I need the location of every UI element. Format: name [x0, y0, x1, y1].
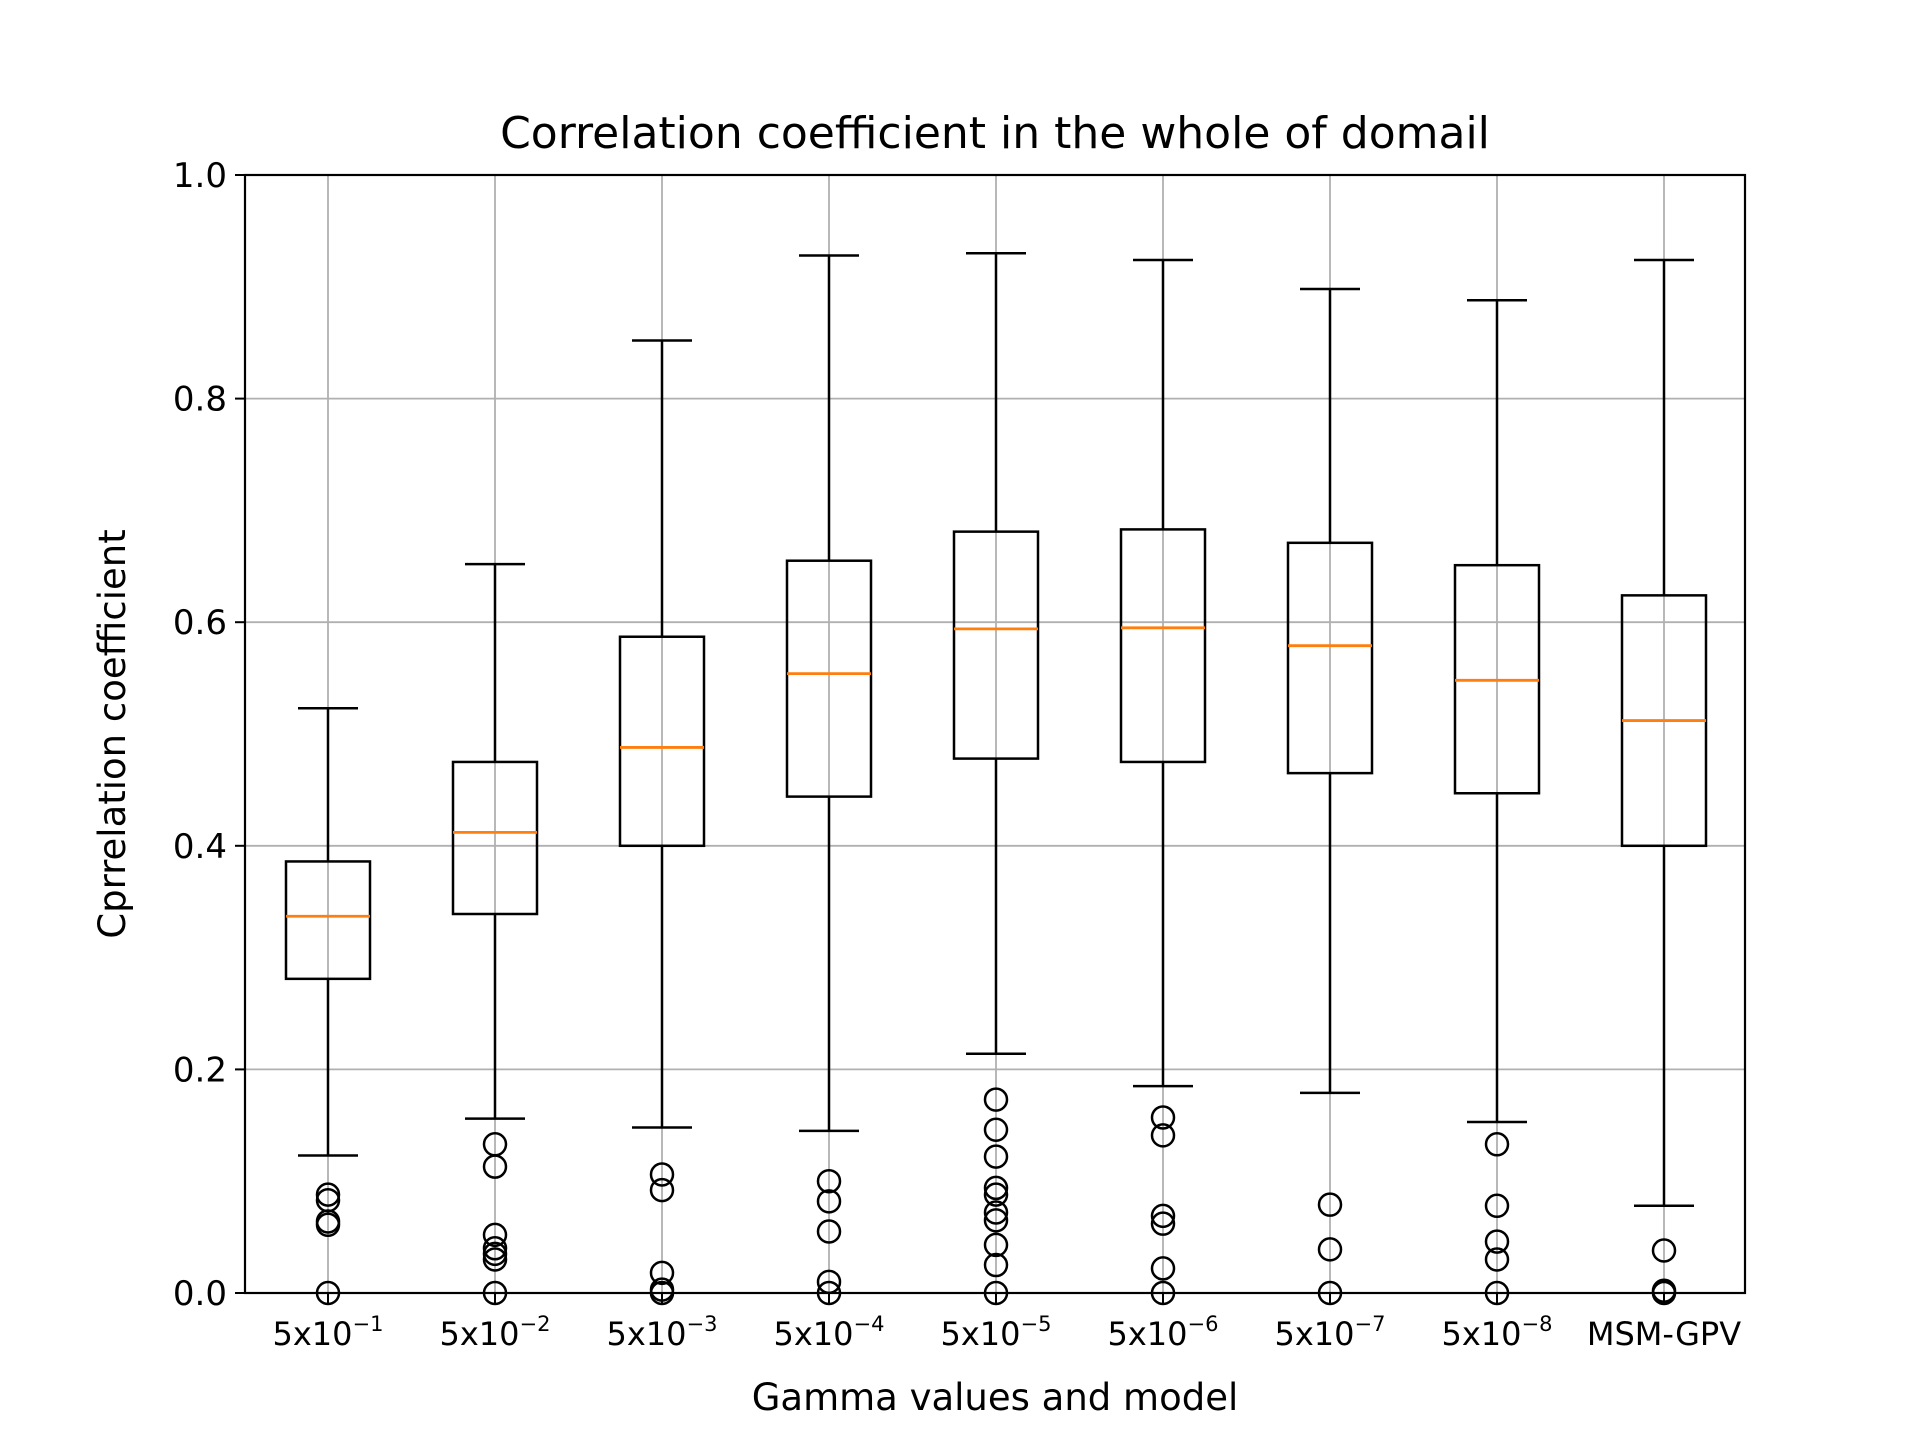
outlier-point [983, 1252, 1009, 1278]
outlier-point [649, 1260, 675, 1286]
iqr-box [1286, 541, 1374, 775]
x-tick-label: MSM-GPV [1587, 1315, 1741, 1353]
x-tick-label: 5x10−6 [1108, 1312, 1219, 1353]
box-group [451, 562, 539, 1306]
outlier-point [1317, 1192, 1343, 1217]
outlier-point [983, 1200, 1009, 1225]
iqr-box [451, 760, 539, 916]
outlier-point [983, 1208, 1009, 1233]
outlier-point [983, 1182, 1009, 1207]
outlier-point [816, 1168, 842, 1194]
outlier-point [816, 1219, 842, 1244]
outlier-point [816, 1189, 842, 1214]
box-group [1119, 258, 1207, 1306]
x-tick-label-base: MSM-GPV [1587, 1315, 1741, 1353]
outlier-point [315, 1212, 341, 1238]
outlier-point [1484, 1247, 1510, 1272]
outlier-point [1317, 1237, 1343, 1262]
outlier-point [1150, 1211, 1176, 1236]
box-group [284, 707, 372, 1306]
outlier-point [1150, 1105, 1176, 1130]
outlier-point [1150, 1256, 1176, 1281]
outlier-point [649, 1162, 675, 1187]
outlier-point [983, 1144, 1009, 1169]
box-group [1620, 258, 1708, 1306]
outlier-point [649, 1177, 675, 1203]
x-tick-label-exponent: −1 [353, 1312, 384, 1336]
x-tick-label: 5x10−7 [1275, 1312, 1386, 1353]
outlier-point [1484, 1193, 1510, 1219]
iqr-box [785, 559, 873, 798]
outlier-point [983, 1087, 1009, 1112]
outlier-point [1150, 1123, 1176, 1148]
iqr-box [618, 635, 706, 848]
outlier-point [482, 1154, 508, 1179]
x-tick-label-base: 5x10 [1442, 1315, 1522, 1353]
outlier-point [1484, 1229, 1510, 1254]
box-group [952, 252, 1040, 1306]
x-tick-label-base: 5x10 [1275, 1315, 1355, 1353]
x-tick-label: 5x10−4 [774, 1312, 885, 1353]
x-tick-label-base: 5x10 [941, 1315, 1021, 1353]
box-group [1286, 287, 1374, 1306]
x-tick-label-base: 5x10 [273, 1315, 353, 1353]
x-tick-label-exponent: −4 [854, 1312, 885, 1336]
y-axis-label: Cprrelation coefficient [91, 529, 134, 939]
x-tick-label-exponent: −5 [1021, 1312, 1052, 1336]
x-tick-label-base: 5x10 [1108, 1315, 1188, 1353]
y-tick-label: 0.6 [173, 603, 227, 643]
outlier-point [1651, 1238, 1677, 1263]
x-tick-label: 5x10−1 [273, 1312, 384, 1353]
chart-title: Correlation coefficient in the whole of … [500, 108, 1490, 159]
x-tick-label: 5x10−5 [941, 1312, 1052, 1353]
outlier-point [983, 1175, 1009, 1201]
x-tick-label: 5x10−8 [1442, 1312, 1553, 1353]
x-tick-label-exponent: −7 [1355, 1312, 1386, 1336]
x-tick-label-exponent: −6 [1188, 1312, 1219, 1336]
y-tick-label: 0.0 [173, 1274, 227, 1314]
y-tick-label: 0.4 [173, 827, 227, 867]
y-tick-label: 0.8 [173, 380, 227, 420]
outlier-point [482, 1247, 508, 1272]
outlier-point [315, 1182, 341, 1207]
y-tick-label: 1.0 [173, 156, 227, 196]
x-tick-label-exponent: −2 [520, 1312, 551, 1336]
x-tick-label-base: 5x10 [440, 1315, 520, 1353]
iqr-box [952, 530, 1040, 760]
x-tick-label-exponent: −8 [1522, 1312, 1553, 1336]
x-tick-label-base: 5x10 [607, 1315, 687, 1353]
x-tick-label: 5x10−2 [440, 1312, 551, 1353]
y-tick-label: 0.2 [173, 1050, 227, 1090]
box-group [1453, 298, 1541, 1306]
box-group [618, 339, 706, 1306]
outlier-point [983, 1117, 1009, 1143]
x-tick-label-base: 5x10 [774, 1315, 854, 1353]
outlier-point [482, 1236, 508, 1261]
outlier-point [1484, 1132, 1510, 1157]
x-axis-label: Gamma values and model [752, 1376, 1239, 1419]
outlier-point [482, 1222, 508, 1248]
outlier-point [983, 1232, 1009, 1258]
outlier-point [1150, 1203, 1176, 1229]
box-series [284, 252, 1708, 1306]
iqr-box [284, 860, 372, 981]
x-tick-label: 5x10−3 [607, 1312, 718, 1353]
iqr-box [1119, 528, 1207, 764]
x-tick-label-exponent: −3 [687, 1312, 718, 1336]
outlier-point [482, 1241, 508, 1267]
